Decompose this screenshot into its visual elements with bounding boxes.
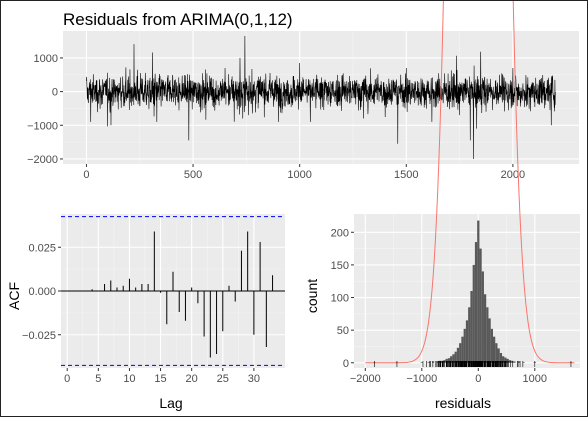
- histogram-bar: [479, 248, 482, 363]
- time-series-x-tick-label: 1000: [287, 169, 311, 181]
- histogram-bar: [481, 271, 484, 363]
- histogram-bar: [492, 336, 496, 363]
- acf-x-axis-title: Lag: [159, 395, 182, 411]
- acf-x-tick-label: 15: [154, 373, 166, 385]
- acf-x-tick-label: 25: [217, 373, 229, 385]
- time-series-title: Residuals from ARIMA(0,1,12): [63, 10, 293, 29]
- histogram-bar: [517, 361, 521, 363]
- acf-x-tick-label: 0: [64, 373, 70, 385]
- normal-density-curve: [365, 0, 575, 364]
- histogram-bar: [477, 220, 480, 363]
- histogram-bar: [488, 318, 491, 363]
- histogram-bar: [452, 354, 455, 363]
- histogram-bar: [447, 358, 451, 363]
- acf-x-tick-label: 10: [123, 373, 135, 385]
- acf-y-tick-label: 0.025: [28, 242, 56, 254]
- time-series-x-tick-label: 2000: [501, 169, 525, 181]
- residual-series-line: [86, 36, 556, 159]
- time-series-x-tick-label: 0: [83, 169, 89, 181]
- acf-x-tick-label: 20: [186, 373, 198, 385]
- histogram-bar: [504, 357, 507, 363]
- time-series-panel: 0 500 1000 1500 2000 −2000 −1000 0 1000: [27, 31, 579, 181]
- histogram-bar: [472, 264, 475, 363]
- histogram-bar: [465, 320, 469, 363]
- histogram-y-tick-label: 200: [331, 227, 349, 239]
- histogram-x-tick-label: 1000: [523, 373, 547, 385]
- histogram-bar: [483, 294, 487, 363]
- histogram-bar: [486, 307, 489, 363]
- histogram-bar: [502, 356, 505, 363]
- histogram-bar: [490, 328, 493, 363]
- time-series-y-tick-label: −1000: [27, 120, 58, 132]
- histogram-bar: [513, 361, 516, 363]
- time-series-x-tick-label: 1500: [394, 169, 418, 181]
- histogram-bar: [499, 352, 503, 363]
- acf-y-axis-title: ACF: [6, 282, 22, 310]
- histogram-bar: [461, 336, 464, 363]
- histogram-bar: [436, 361, 439, 363]
- histogram-bar: [420, 362, 423, 363]
- acf-panel: 0 5 10 15 20 25 30 −0.025 0.000 0.025: [22, 214, 285, 385]
- histogram-bar: [468, 307, 471, 363]
- histogram-bar: [508, 360, 512, 363]
- histogram-bar: [497, 348, 500, 363]
- histogram-bar: [511, 360, 514, 363]
- histogram-y-tick-label: 50: [337, 325, 349, 337]
- histogram-bar: [470, 291, 473, 363]
- histogram-x-tick-label: 0: [475, 373, 481, 385]
- histogram-y-axis-title: count: [304, 279, 320, 313]
- histogram-y-tick-label: 150: [331, 260, 349, 272]
- time-series-x-tick-label: 500: [184, 169, 202, 181]
- histogram-x-axis-title: residuals: [435, 395, 491, 411]
- histogram-y-tick-label: 100: [331, 293, 349, 305]
- histogram-bar: [459, 343, 462, 363]
- time-series-y-tick-label: −2000: [27, 154, 58, 166]
- histogram-bar: [522, 362, 525, 363]
- histogram-panel: −2000 −1000 0 1000 0 50 100 150 200: [331, 0, 580, 385]
- histogram-bar: [427, 362, 430, 363]
- histogram-bar: [445, 358, 448, 363]
- histogram-bar: [450, 356, 453, 363]
- histogram-x-tick-label: −1000: [406, 373, 437, 385]
- acf-x-tick-label: 5: [95, 373, 101, 385]
- histogram-y-tick-label: 0: [343, 358, 349, 370]
- histogram-bar: [456, 347, 460, 363]
- histogram-bar: [474, 242, 478, 363]
- time-series-y-tick-label: 0: [52, 87, 58, 99]
- histogram-x-tick-label: −2000: [350, 373, 381, 385]
- histogram-bar: [495, 343, 498, 363]
- acf-x-tick-label: 30: [248, 373, 260, 385]
- acf-y-tick-label: −0.025: [22, 330, 56, 342]
- histogram-bar: [463, 328, 466, 363]
- time-series-y-tick-label: 1000: [34, 53, 58, 65]
- histogram-bar: [454, 351, 457, 363]
- histogram-bar: [506, 358, 509, 363]
- acf-y-tick-label: 0.000: [28, 286, 56, 298]
